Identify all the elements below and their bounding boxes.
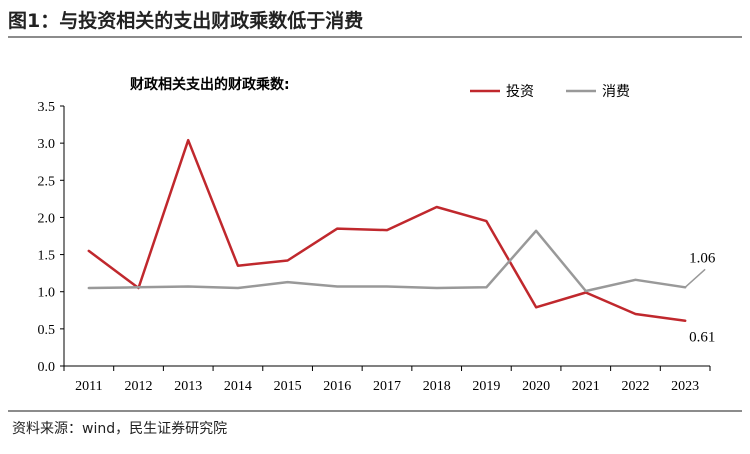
- x-tick-label: 2011: [75, 379, 102, 394]
- legend-label: 消费: [602, 84, 630, 100]
- y-tick-label: 1.0: [38, 286, 56, 301]
- x-tick-label: 2014: [224, 379, 252, 394]
- annotation-label: 1.06: [689, 250, 716, 266]
- chart-subtitle: 财政相关支出的财政乘数:: [129, 76, 290, 93]
- figure-title: 图1：与投资相关的支出财政乘数低于消费: [8, 10, 364, 32]
- x-tick-label: 2015: [274, 379, 302, 394]
- x-tick-label: 2019: [472, 379, 500, 394]
- y-tick-label: 3.5: [38, 100, 56, 115]
- y-tick-label: 1.5: [38, 249, 56, 264]
- x-tick-label: 2016: [323, 379, 351, 394]
- annotations: 1.06 0.61: [684, 250, 716, 346]
- axes: 0.0 0.5 1.0 1.5 2.0 2.5 3.0 3.5 2011 2012 2013 2014…: [38, 100, 711, 394]
- annotation-label: 0.61: [689, 330, 715, 346]
- source-note: 资料来源：wind，民生证券研究院: [12, 421, 228, 437]
- y-tick-label: 0.5: [38, 323, 56, 338]
- x-tick-label: 2021: [572, 379, 600, 394]
- y-tick-label: 2.5: [38, 174, 56, 189]
- series-line-1: [87, 229, 687, 293]
- y-tick-label: 2.0: [38, 211, 56, 226]
- x-tick-label: 2013: [174, 379, 202, 394]
- legend-label: 投资: [506, 84, 534, 100]
- series-line-0: [87, 138, 687, 322]
- y-tick-label: 0.0: [38, 360, 56, 375]
- x-tick-label: 2017: [373, 379, 401, 394]
- y-tick-label: 3.0: [38, 137, 56, 152]
- x-tick-label: 2022: [621, 379, 649, 394]
- series-group: [87, 138, 687, 322]
- title-divider: [8, 36, 742, 38]
- x-tick-label: 2023: [671, 379, 699, 394]
- annotation-leader: [684, 268, 706, 288]
- x-tick-label: 2018: [423, 379, 451, 394]
- x-tick-label: 2012: [125, 379, 153, 394]
- legend: 投资 消费: [470, 84, 630, 100]
- footer-divider: [8, 410, 742, 412]
- x-tick-label: 2020: [522, 379, 550, 394]
